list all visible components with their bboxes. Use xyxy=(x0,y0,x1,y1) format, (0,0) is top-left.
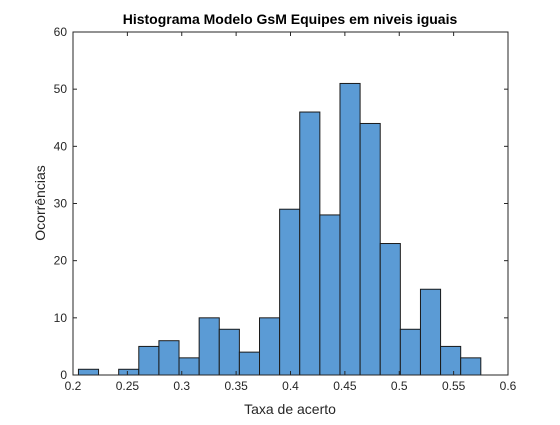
y-axis-label: Ocorrências xyxy=(32,165,48,240)
histogram-bar xyxy=(198,317,220,376)
chart-title: Histograma Modelo GsM Equipes em niveis … xyxy=(123,11,458,27)
histogram-bar xyxy=(158,340,180,376)
y-tick-label: 20 xyxy=(54,254,68,268)
x-tick-label: 0.6 xyxy=(500,379,517,393)
histogram-bar xyxy=(118,368,140,376)
histogram-bar xyxy=(218,328,240,376)
histogram-bar xyxy=(238,351,261,376)
histogram-bar xyxy=(138,345,160,376)
x-tick-label: 0.5 xyxy=(391,379,408,393)
histogram-bar xyxy=(419,288,442,376)
histogram-bar xyxy=(259,317,281,376)
histogram-bar xyxy=(279,208,301,376)
histogram-bar xyxy=(339,82,361,376)
x-axis-label: Taxa de acerto xyxy=(244,401,336,417)
y-tick-label: 0 xyxy=(60,368,67,382)
histogram-bar xyxy=(379,243,401,376)
x-tick-label: 0.35 xyxy=(224,379,248,393)
bars-group xyxy=(77,82,482,376)
y-tick-label: 30 xyxy=(54,197,68,211)
x-tick-label: 0.3 xyxy=(173,379,190,393)
histogram-bar xyxy=(399,328,421,376)
x-tick-label: 0.55 xyxy=(442,379,466,393)
x-axis-ticks: 0.2 0.25 0.3 0.35 0.4 0.45 0.5 0.55 0.6 xyxy=(65,32,517,393)
histogram-bar xyxy=(77,368,100,376)
y-tick-label: 40 xyxy=(54,139,68,153)
histogram-bar xyxy=(460,357,482,376)
x-tick-label: 0.4 xyxy=(282,379,299,393)
y-tick-label: 10 xyxy=(54,311,68,325)
histogram-bar xyxy=(440,345,462,376)
y-tick-label: 50 xyxy=(54,82,68,96)
histogram-bar xyxy=(319,214,341,376)
x-tick-label: 0.45 xyxy=(333,379,357,393)
x-tick-label: 0.25 xyxy=(116,379,140,393)
x-tick-label: 0.2 xyxy=(65,379,82,393)
histogram-bar xyxy=(359,122,381,376)
y-tick-label: 60 xyxy=(54,25,68,39)
y-axis-ticks: 0 10 20 30 40 50 60 xyxy=(54,25,508,382)
histogram-bar xyxy=(299,111,321,376)
